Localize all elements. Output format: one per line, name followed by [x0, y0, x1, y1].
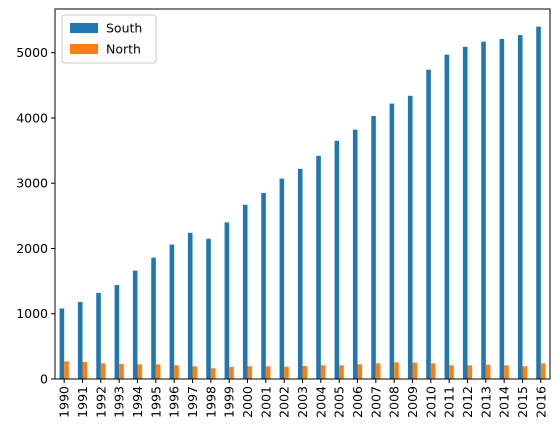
- bar-north-2016: [540, 363, 546, 379]
- bar-south-2011: [444, 54, 450, 380]
- bar-south-1990: [59, 308, 65, 379]
- bar-south-1997: [187, 232, 193, 379]
- x-tick-label: 2008: [387, 386, 402, 418]
- bar-south-1994: [132, 270, 138, 379]
- x-tick-label: 2007: [368, 386, 383, 418]
- x-tick-label: 1996: [167, 386, 182, 418]
- x-tick-label: 2011: [442, 386, 457, 418]
- bar-north-1998: [210, 368, 216, 379]
- x-tick-label: 2009: [405, 386, 420, 418]
- bar-south-1999: [224, 222, 230, 379]
- x-tick-label: 1995: [148, 386, 163, 418]
- bar-north-2006: [357, 364, 363, 379]
- bar-south-2007: [371, 116, 376, 380]
- bar-north-1997: [192, 366, 198, 379]
- y-tick-label: 5000: [16, 45, 48, 60]
- x-tick-label: 2014: [497, 386, 512, 418]
- bar-north-1999: [229, 366, 234, 379]
- bar-south-2004: [316, 155, 321, 379]
- bar-south-1991: [77, 302, 83, 379]
- bar-north-2009: [412, 362, 418, 379]
- x-tick-label: 2005: [332, 386, 347, 418]
- bar-south-2010: [426, 69, 431, 379]
- x-tick-label: 1999: [222, 386, 237, 418]
- bar-north-1993: [119, 363, 124, 379]
- x-tick-label: 1990: [57, 386, 72, 418]
- bar-north-2013: [485, 364, 491, 379]
- bars-group: [59, 26, 546, 380]
- bar-south-2012: [462, 46, 468, 379]
- y-tick-label: 0: [40, 372, 48, 387]
- bar-north-1990: [64, 361, 69, 379]
- bar-south-2016: [536, 26, 541, 380]
- bar-south-1998: [206, 238, 211, 379]
- x-tick-label: 2003: [295, 386, 310, 418]
- bar-north-2001: [265, 366, 271, 379]
- legend: South North: [61, 14, 157, 64]
- x-tick-label: 2010: [423, 386, 438, 418]
- axes-frame: [54, 8, 551, 380]
- bar-south-2009: [407, 95, 413, 379]
- bar-south-1992: [96, 292, 101, 379]
- legend-label-north: North: [106, 42, 141, 57]
- bar-south-2008: [389, 103, 395, 380]
- bar-north-2004: [320, 365, 326, 379]
- bar-north-2003: [302, 365, 308, 379]
- bar-north-2007: [375, 363, 381, 379]
- x-tick-label: 2002: [277, 386, 292, 418]
- legend-swatch-south: [70, 23, 98, 33]
- bar-north-2012: [467, 365, 473, 379]
- y-tick-label: 3000: [16, 176, 48, 191]
- y-axis: 0 1000 2000 3000 4000 5000: [16, 45, 55, 387]
- bar-north-2011: [449, 365, 454, 379]
- x-tick-label: 1992: [93, 386, 108, 418]
- bar-south-2001: [261, 193, 266, 379]
- x-tick-label: 2001: [258, 386, 273, 418]
- x-tick-label: 1993: [112, 386, 127, 418]
- bar-north-2005: [339, 365, 344, 379]
- bar-south-2005: [334, 140, 340, 379]
- bar-south-2014: [499, 39, 505, 380]
- bar-south-2002: [279, 178, 285, 379]
- bar-north-1996: [174, 365, 179, 379]
- bar-north-2000: [247, 366, 253, 379]
- bar-south-1996: [169, 244, 175, 379]
- x-axis: 1990 1991 1992 1993 1994 1995 1996 1997 1998 1999…: [57, 379, 548, 418]
- x-tick-label: 1998: [203, 386, 218, 418]
- x-tick-label: 1994: [130, 386, 145, 418]
- bar-south-2003: [297, 168, 303, 379]
- bar-north-2008: [394, 362, 399, 379]
- x-tick-label: 2006: [350, 386, 365, 418]
- x-tick-label: 2016: [533, 386, 548, 418]
- bar-north-1991: [82, 362, 88, 379]
- bar-north-2014: [504, 365, 509, 379]
- legend-swatch-north: [70, 44, 98, 54]
- bar-north-2010: [430, 363, 436, 379]
- x-tick-label: 2013: [478, 386, 493, 418]
- bar-south-2000: [242, 204, 248, 379]
- y-tick-label: 1000: [16, 306, 48, 321]
- x-tick-label: 2004: [313, 386, 328, 418]
- bar-south-2013: [481, 41, 486, 379]
- bar-south-1993: [114, 285, 120, 379]
- bar-north-1994: [137, 364, 143, 379]
- bar-north-1995: [155, 364, 161, 379]
- bar-south-2006: [352, 129, 358, 379]
- x-tick-label: 2012: [460, 386, 475, 418]
- y-tick-label: 4000: [16, 110, 48, 125]
- bar-south-2015: [517, 35, 523, 379]
- x-tick-label: 1991: [75, 386, 90, 418]
- legend-label-south: South: [106, 21, 142, 36]
- x-tick-label: 2000: [240, 386, 255, 418]
- x-tick-label: 2015: [515, 386, 530, 418]
- x-tick-label: 1997: [185, 386, 200, 418]
- y-tick-label: 2000: [16, 241, 48, 256]
- bar-north-2015: [522, 366, 528, 379]
- bar-north-2002: [284, 366, 289, 379]
- bar-north-1992: [100, 363, 106, 379]
- bar-south-1995: [151, 257, 156, 379]
